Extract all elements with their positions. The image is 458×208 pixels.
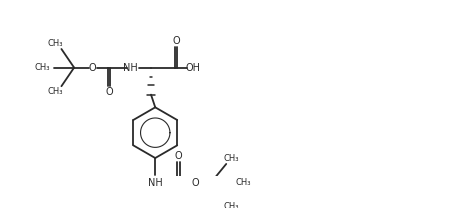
Text: OH: OH — [186, 63, 201, 73]
Text: CH₃: CH₃ — [235, 178, 251, 187]
Text: NH: NH — [123, 63, 138, 73]
Text: O: O — [172, 36, 180, 46]
Text: CH₃: CH₃ — [48, 87, 63, 96]
Text: O: O — [89, 63, 97, 73]
Text: CH₃: CH₃ — [224, 154, 239, 163]
Text: NH: NH — [148, 178, 163, 188]
Text: CH₃: CH₃ — [34, 63, 50, 72]
Text: O: O — [174, 151, 182, 161]
Text: CH₃: CH₃ — [224, 202, 239, 208]
Text: O: O — [105, 87, 113, 97]
Text: O: O — [192, 178, 200, 188]
Text: CH₃: CH₃ — [48, 40, 63, 48]
